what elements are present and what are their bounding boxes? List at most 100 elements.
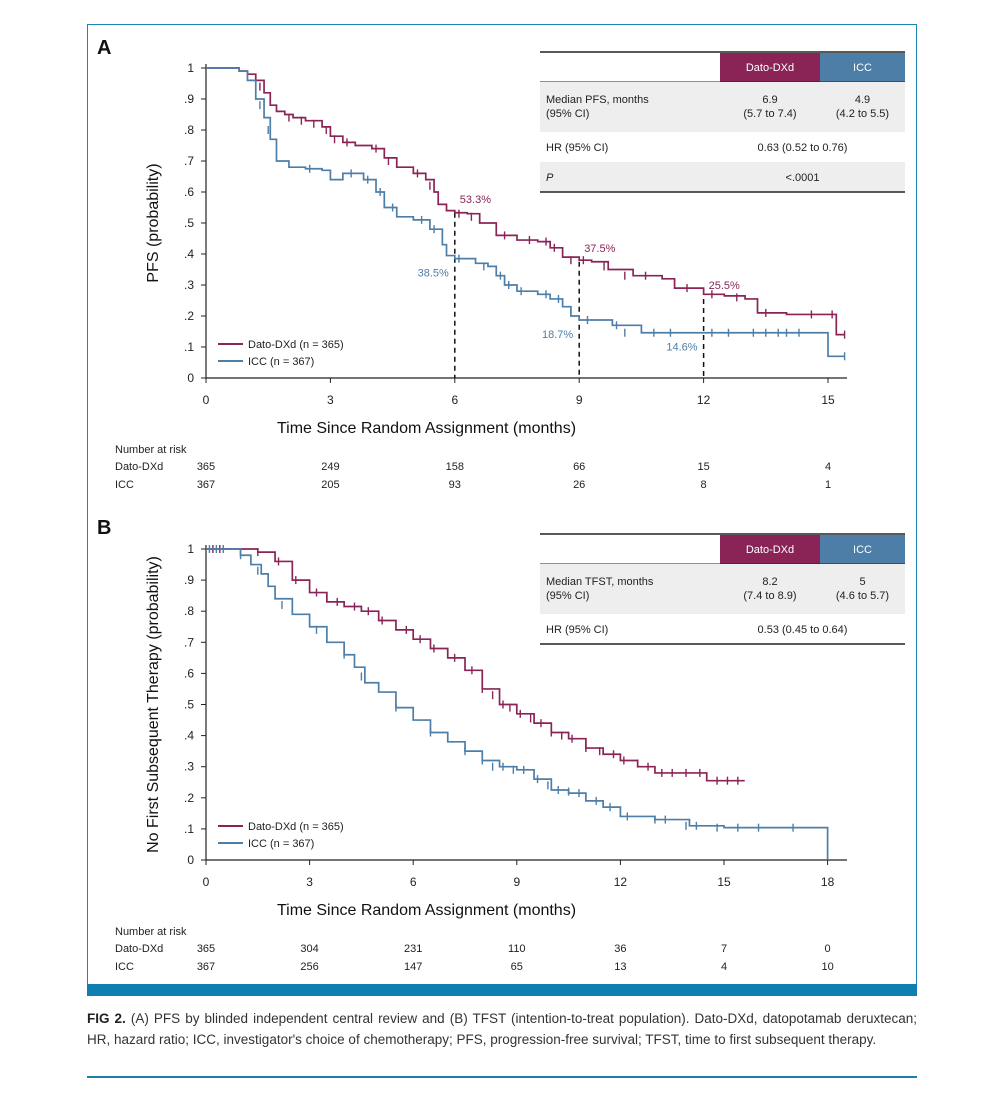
risk-value: 1 bbox=[825, 479, 831, 491]
km-curve-dato bbox=[206, 548, 745, 782]
risk-value: 304 bbox=[300, 943, 318, 955]
risk-value: 0 bbox=[825, 943, 831, 955]
risk-row-name: ICC bbox=[115, 479, 134, 491]
table-header-dato bbox=[720, 53, 820, 82]
y-tick-label: 0 bbox=[187, 853, 194, 867]
risk-value: 66 bbox=[573, 461, 585, 473]
x-tick-label: 12 bbox=[614, 875, 628, 889]
annotation-label: 37.5% bbox=[584, 243, 615, 255]
risk-value: 7 bbox=[721, 943, 727, 955]
y-tick-label: .1 bbox=[184, 822, 194, 836]
table-row-label: Median PFS, months bbox=[546, 94, 649, 106]
risk-value: 26 bbox=[573, 479, 585, 491]
y-tick-label: .8 bbox=[184, 604, 194, 618]
y-tick-label: .6 bbox=[184, 185, 194, 199]
table-ci-dato: (7.4 to 8.9) bbox=[743, 590, 796, 602]
y-tick-label: .7 bbox=[184, 154, 194, 168]
table-header-icc bbox=[820, 53, 905, 82]
annotation-label: 18.7% bbox=[542, 329, 573, 341]
risk-value: 13 bbox=[614, 961, 626, 973]
y-tick-label: .4 bbox=[184, 247, 194, 261]
y-tick-label: 1 bbox=[187, 542, 194, 556]
table-value-icc: 4.9 bbox=[855, 94, 870, 106]
risk-value: 367 bbox=[197, 961, 215, 973]
figure-caption: FIG 2. (A) PFS by blinded independent ce… bbox=[87, 1008, 917, 1050]
risk-value: 147 bbox=[404, 961, 422, 973]
x-tick-label: 9 bbox=[513, 875, 520, 889]
table-value-icc: 5 bbox=[859, 576, 865, 588]
table-ci-dato: (5.7 to 7.4) bbox=[743, 108, 796, 120]
table-col-icc: ICC bbox=[853, 62, 872, 74]
legend-label-dato: Dato-DXd (n = 365) bbox=[248, 821, 344, 833]
caption-label: FIG 2. bbox=[87, 1011, 126, 1026]
risk-value: 249 bbox=[321, 461, 339, 473]
y-tick-label: .8 bbox=[184, 123, 194, 137]
y-tick-label: 0 bbox=[187, 371, 194, 385]
table-col-icc: ICC bbox=[853, 544, 872, 556]
x-tick-label: 15 bbox=[717, 875, 731, 889]
table-row-bg bbox=[540, 82, 905, 132]
y-tick-label: .6 bbox=[184, 666, 194, 680]
y-tick-label: .2 bbox=[184, 791, 194, 805]
table-col-dato: Dato-DXd bbox=[746, 544, 794, 556]
legend-label-icc: ICC (n = 367) bbox=[248, 356, 314, 368]
annotation-label: 25.5% bbox=[709, 280, 740, 292]
table-col-dato: Dato-DXd bbox=[746, 62, 794, 74]
legend-label-dato: Dato-DXd (n = 365) bbox=[248, 339, 344, 351]
risk-row-name: Dato-DXd bbox=[115, 461, 163, 473]
figure-bottom-bar bbox=[87, 984, 917, 996]
y-tick-label: .4 bbox=[184, 729, 194, 743]
table-value-span: <.0001 bbox=[786, 172, 820, 184]
table-row-label: Median TFST, months bbox=[546, 576, 654, 588]
x-axis-label: Time Since Random Assignment (months) bbox=[277, 902, 576, 919]
x-tick-label: 0 bbox=[203, 875, 210, 889]
risk-value: 110 bbox=[508, 943, 526, 955]
risk-value: 4 bbox=[721, 961, 727, 973]
y-tick-label: .3 bbox=[184, 760, 194, 774]
y-tick-label: .2 bbox=[184, 309, 194, 323]
x-tick-label: 6 bbox=[451, 393, 458, 407]
y-axis-label: PFS (probability) bbox=[145, 163, 162, 282]
risk-row-name: Dato-DXd bbox=[115, 943, 163, 955]
risk-table-title: Number at risk bbox=[115, 926, 187, 938]
table-value-dato: 6.9 bbox=[762, 94, 777, 106]
table-row-bg bbox=[540, 564, 905, 614]
y-tick-label: .5 bbox=[184, 216, 194, 230]
y-tick-label: .5 bbox=[184, 698, 194, 712]
risk-value: 8 bbox=[701, 479, 707, 491]
annotation-label: 38.5% bbox=[418, 268, 449, 280]
x-tick-label: 18 bbox=[821, 875, 835, 889]
x-axis-label: Time Since Random Assignment (months) bbox=[277, 420, 576, 437]
panel-a: A 0 .1 .2 .3 .4 .5 .6 .7 .8 .9 1 0 3 6 9 12 15 Time Since … bbox=[97, 37, 905, 491]
annotation-label: 14.6% bbox=[666, 342, 697, 354]
risk-row-name: ICC bbox=[115, 961, 134, 973]
table-header-icc bbox=[820, 535, 905, 564]
table-row-label: HR (95% CI) bbox=[546, 142, 608, 154]
x-tick-label: 0 bbox=[203, 393, 210, 407]
table-row-sublabel: (95% CI) bbox=[546, 590, 589, 602]
risk-value: 256 bbox=[300, 961, 318, 973]
risk-value: 65 bbox=[511, 961, 523, 973]
y-tick-label: .1 bbox=[184, 340, 194, 354]
caption-divider bbox=[87, 1076, 917, 1078]
km-curve-dato bbox=[206, 67, 845, 336]
table-row-label: HR (95% CI) bbox=[546, 624, 608, 636]
x-tick-label: 15 bbox=[821, 393, 835, 407]
table-header-dato bbox=[720, 535, 820, 564]
panel-label: A bbox=[97, 37, 111, 59]
table-value-span: 0.53 (0.45 to 0.64) bbox=[758, 624, 848, 636]
risk-value: 365 bbox=[197, 943, 215, 955]
risk-table-title: Number at risk bbox=[115, 444, 187, 456]
risk-value: 10 bbox=[821, 961, 833, 973]
table-row-label: P bbox=[546, 172, 554, 184]
legend-label-icc: ICC (n = 367) bbox=[248, 838, 314, 850]
y-tick-label: 1 bbox=[187, 61, 194, 75]
y-tick-label: .7 bbox=[184, 635, 194, 649]
risk-value: 231 bbox=[404, 943, 422, 955]
risk-value: 205 bbox=[321, 479, 339, 491]
x-tick-label: 6 bbox=[410, 875, 417, 889]
km-curve-icc bbox=[206, 548, 829, 860]
table-ci-icc: (4.2 to 5.5) bbox=[836, 108, 889, 120]
y-tick-label: .3 bbox=[184, 278, 194, 292]
